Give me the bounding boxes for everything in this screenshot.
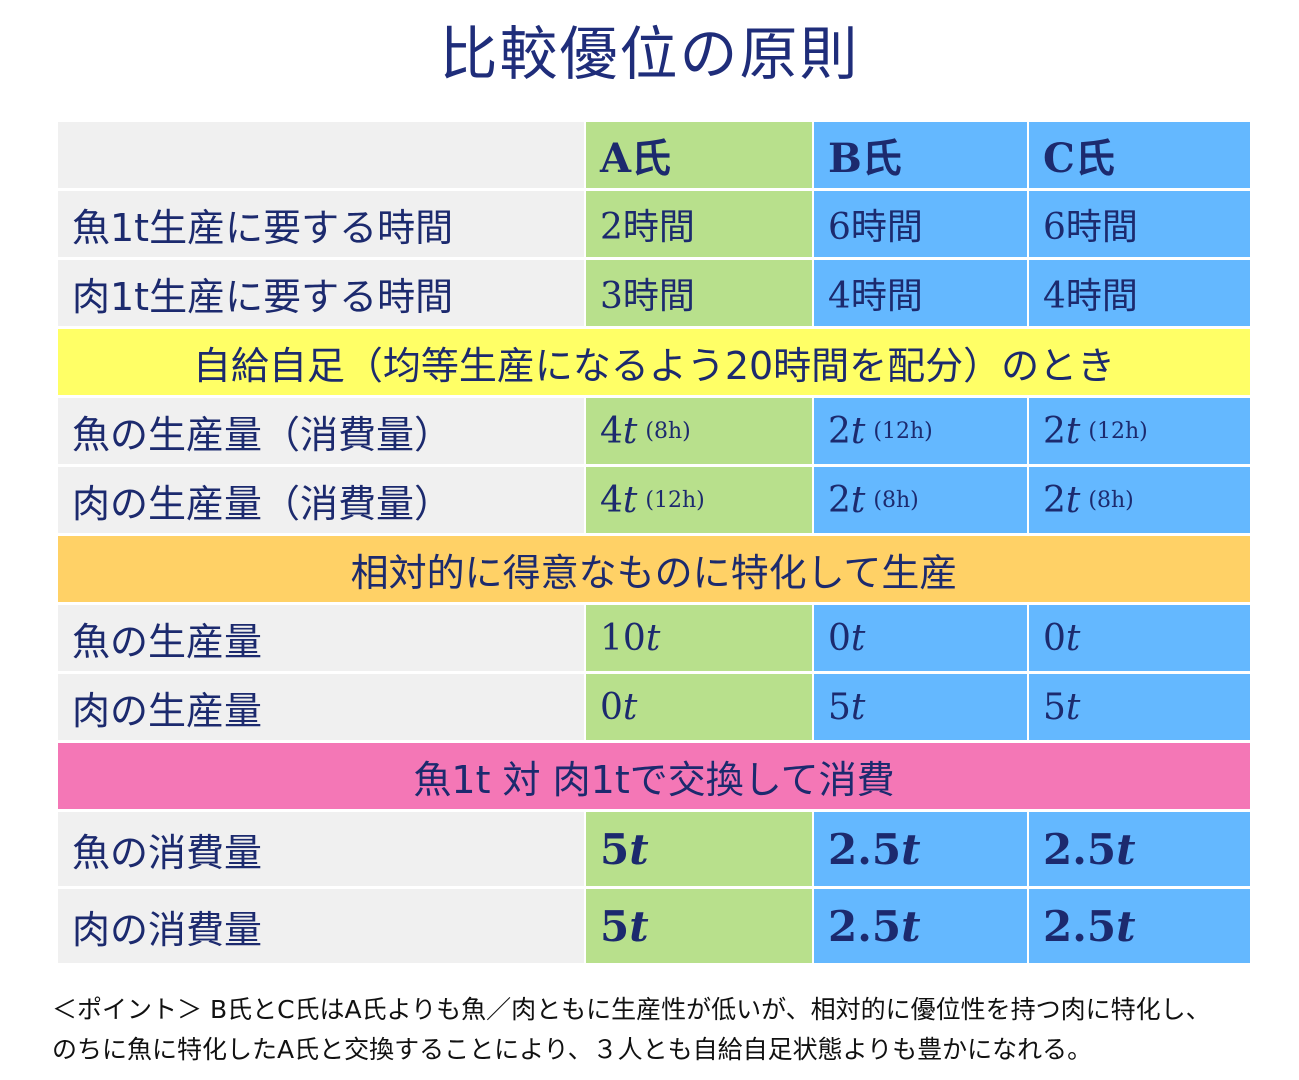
section-specialization: 相対的に得意なものに特化して生産 bbox=[58, 536, 1250, 602]
meat-self-b: 2 t (8h) bbox=[814, 467, 1027, 533]
row-label-meat-special: 肉の生産量 bbox=[58, 674, 584, 740]
meat-time-c: 4時間 bbox=[1029, 260, 1250, 326]
fish-self-c: 2 t (12h) bbox=[1029, 398, 1250, 464]
meat-time-a: 3時間 bbox=[586, 260, 812, 326]
meat-self-c: 2 t (8h) bbox=[1029, 467, 1250, 533]
row-label-meat-self: 肉の生産量（消費量） bbox=[58, 467, 584, 533]
row-label-fish-self: 魚の生産量（消費量） bbox=[58, 398, 584, 464]
row-label-meat-consume: 肉の消費量 bbox=[58, 889, 584, 963]
fish-consume-c: 2.5 t bbox=[1029, 812, 1250, 886]
page-title: 比較優位の原則 bbox=[439, 20, 860, 88]
meat-self-a: 4 t (12h) bbox=[586, 467, 812, 533]
section-self-sufficiency: 自給自足（均等生産になるよう20時間を配分）のとき bbox=[58, 329, 1250, 395]
row-label-fish-special: 魚の生産量 bbox=[58, 605, 584, 671]
point-note-line-2: のちに魚に特化したA氏と交換することにより、３人とも自給自足状態よりも豊かになれ… bbox=[52, 1035, 1093, 1064]
header-empty-cell bbox=[58, 122, 584, 188]
fish-time-b: 6時間 bbox=[814, 191, 1027, 257]
header-person-a: A氏 bbox=[586, 122, 812, 188]
header-person-c: C氏 bbox=[1029, 122, 1250, 188]
section-exchange: 魚1t 対 肉1tで交換して消費 bbox=[58, 743, 1250, 809]
row-label-fish-time: 魚1t生産に要する時間 bbox=[58, 191, 584, 257]
point-note-line-1: ＜ポイント＞ B氏とC氏はA氏よりも魚／肉ともに生産性が低いが、相対的に優位性を… bbox=[52, 995, 1211, 1024]
fish-self-a: 4 t (8h) bbox=[586, 398, 812, 464]
header-person-b: B氏 bbox=[814, 122, 1027, 188]
point-note: ＜ポイント＞ B氏とC氏はA氏よりも魚／肉ともに生産性が低いが、相対的に優位性を… bbox=[52, 990, 1272, 1070]
comparison-table: A氏 B氏 C氏 魚1t生産に要する時間 2時間 6時間 6時間 肉1t生産に要… bbox=[58, 122, 1250, 963]
meat-time-b: 4時間 bbox=[814, 260, 1027, 326]
fish-time-c: 6時間 bbox=[1029, 191, 1250, 257]
row-label-fish-consume: 魚の消費量 bbox=[58, 812, 584, 886]
fish-special-a: 10 t bbox=[586, 605, 812, 671]
row-label-meat-time: 肉1t生産に要する時間 bbox=[58, 260, 584, 326]
fish-consume-b: 2.5 t bbox=[814, 812, 1027, 886]
fish-time-a: 2時間 bbox=[586, 191, 812, 257]
meat-consume-b: 2.5 t bbox=[814, 889, 1027, 963]
fish-self-b: 2 t (12h) bbox=[814, 398, 1027, 464]
meat-consume-c: 2.5 t bbox=[1029, 889, 1250, 963]
